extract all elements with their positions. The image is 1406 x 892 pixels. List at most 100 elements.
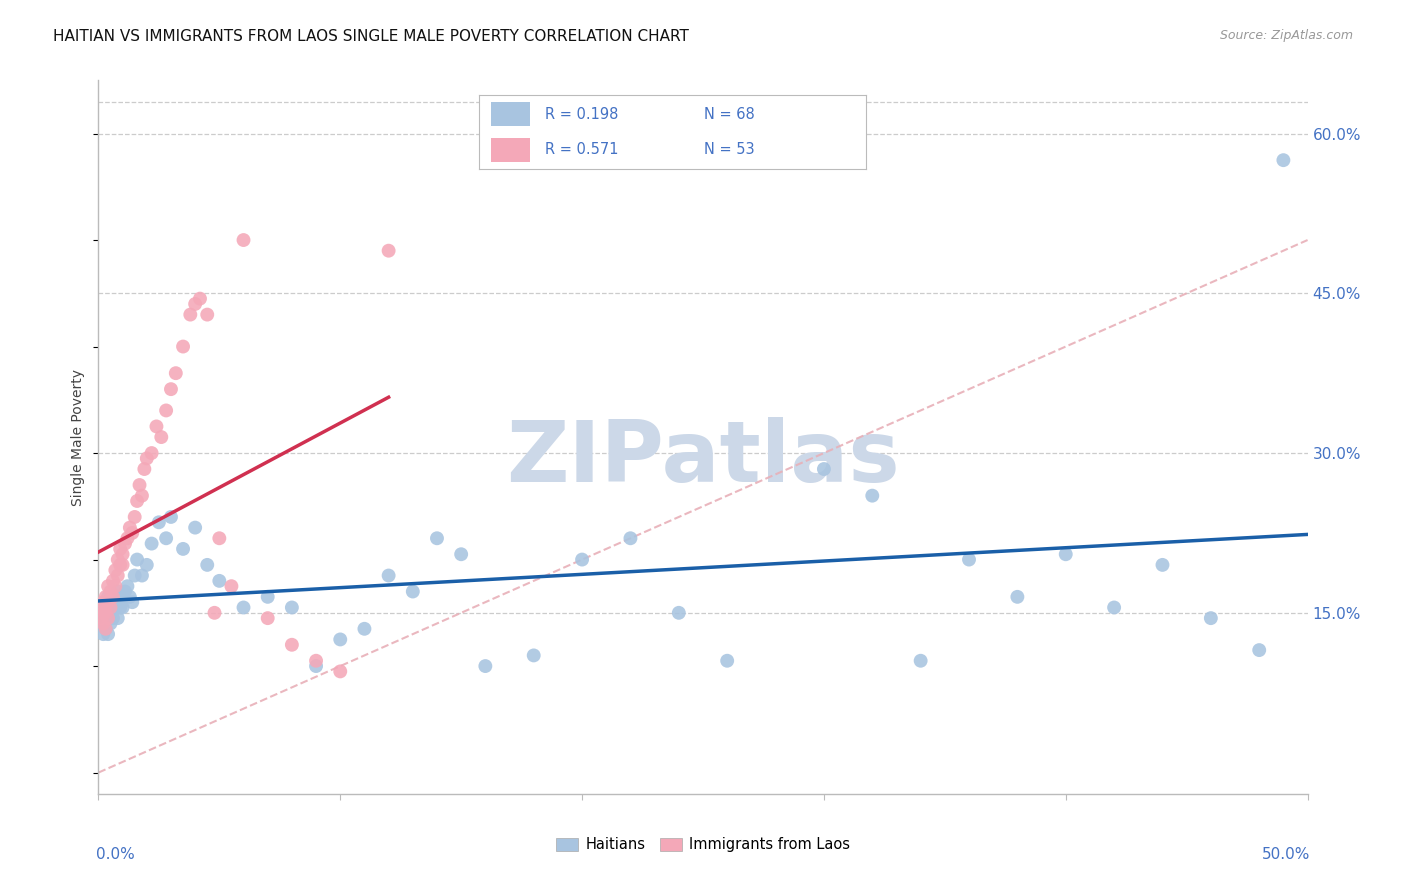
Point [94, 622, 117, 636]
Point [329, 665, 352, 679]
Point [619, 531, 641, 545]
Point [101, 590, 124, 604]
Point [135, 451, 157, 466]
Point [104, 590, 127, 604]
Point [305, 654, 328, 668]
Point [329, 632, 352, 647]
Point [402, 584, 425, 599]
Point [124, 568, 146, 582]
Point [134, 462, 156, 476]
Point [111, 590, 134, 604]
Point [204, 606, 226, 620]
Point [160, 510, 183, 524]
Point [101, 574, 124, 588]
Text: 0.0%: 0.0% [96, 847, 135, 863]
Point [104, 600, 127, 615]
Point [97, 611, 120, 625]
Point [1152, 558, 1174, 572]
Point [957, 552, 980, 566]
Point [131, 489, 153, 503]
Point [450, 547, 472, 561]
Point [107, 568, 129, 582]
Point [107, 552, 129, 566]
Point [141, 446, 163, 460]
Point [474, 659, 496, 673]
Point [668, 606, 690, 620]
Point [145, 419, 167, 434]
Point [97, 595, 120, 609]
Point [114, 584, 136, 599]
Point [117, 579, 139, 593]
Point [281, 638, 304, 652]
Point [195, 308, 218, 322]
Text: Source: ZipAtlas.com: Source: ZipAtlas.com [1219, 29, 1353, 42]
Point [107, 611, 129, 625]
Point [94, 606, 117, 620]
Text: 50.0%: 50.0% [1261, 847, 1310, 863]
Point [97, 627, 120, 641]
Point [910, 654, 932, 668]
Point [172, 340, 194, 354]
Text: HAITIAN VS IMMIGRANTS FROM LAOS SINGLE MALE POVERTY CORRELATION CHART: HAITIAN VS IMMIGRANTS FROM LAOS SINGLE M… [53, 29, 689, 44]
Point [160, 382, 183, 396]
Point [121, 525, 143, 540]
Legend: Haitians, Immigrants from Laos: Haitians, Immigrants from Laos [550, 831, 856, 858]
Point [94, 622, 117, 636]
Point [523, 648, 546, 663]
Point [91, 595, 114, 609]
Point [1249, 643, 1271, 657]
Point [94, 611, 117, 625]
Point [91, 611, 114, 625]
Point [128, 478, 150, 492]
Point [94, 590, 117, 604]
Point [1272, 153, 1295, 168]
Point [124, 510, 146, 524]
Point [165, 366, 187, 380]
Point [1199, 611, 1222, 625]
Point [141, 536, 163, 550]
Point [377, 244, 399, 258]
Point [111, 547, 134, 561]
Point [184, 297, 207, 311]
Point [155, 531, 177, 545]
Point [426, 531, 449, 545]
Point [716, 654, 738, 668]
Point [121, 595, 143, 609]
Point [97, 600, 120, 615]
Point [208, 531, 231, 545]
Point [101, 600, 124, 615]
Point [114, 536, 136, 550]
Point [172, 541, 194, 556]
Point [100, 595, 122, 609]
Point [179, 308, 201, 322]
Point [256, 590, 278, 604]
Point [232, 233, 254, 247]
Point [108, 558, 131, 572]
Point [101, 590, 124, 604]
Y-axis label: Single Male Poverty: Single Male Poverty [72, 368, 86, 506]
Text: ZIPatlas: ZIPatlas [506, 417, 900, 500]
Point [1054, 547, 1077, 561]
Point [221, 579, 243, 593]
Point [94, 595, 117, 609]
Point [90, 616, 112, 631]
Point [232, 600, 254, 615]
Point [104, 579, 127, 593]
Point [111, 600, 134, 615]
Point [127, 552, 149, 566]
Point [91, 627, 114, 641]
Point [184, 520, 207, 534]
Point [131, 568, 153, 582]
Point [100, 606, 122, 620]
Point [305, 659, 328, 673]
Point [148, 516, 170, 530]
Point [108, 595, 131, 609]
Point [107, 584, 129, 599]
Point [97, 590, 120, 604]
Point [377, 568, 399, 582]
Point [571, 552, 593, 566]
Point [90, 611, 112, 625]
Point [813, 462, 835, 476]
Point [101, 611, 124, 625]
Point [150, 430, 173, 444]
